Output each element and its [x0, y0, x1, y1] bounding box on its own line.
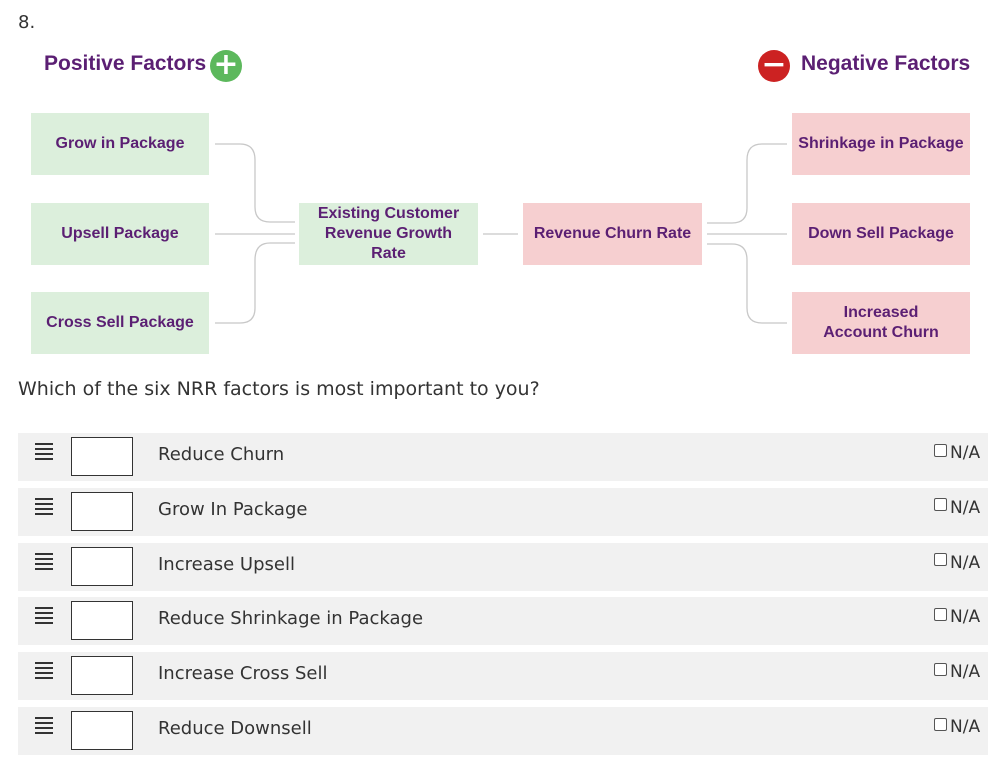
rank-select[interactable] — [71, 656, 133, 696]
ranking-row[interactable]: Increase Cross Sell N/A — [18, 652, 988, 701]
center-box-growth-rate: Existing Customer Revenue Growth Rate — [299, 203, 478, 265]
rank-select[interactable] — [71, 546, 133, 586]
ranking-item-label: Grow In Package — [158, 498, 308, 520]
connector-line — [215, 143, 295, 223]
question-text: Which of the six NRR factors is most imp… — [18, 378, 540, 400]
na-checkbox[interactable]: N/A — [934, 553, 980, 573]
ranking-item-label: Reduce Shrinkage in Package — [158, 608, 424, 630]
drag-handle-icon[interactable] — [35, 607, 53, 627]
drag-handle-icon[interactable] — [35, 662, 53, 682]
ranking-item-label: Reduce Downsell — [158, 718, 312, 739]
connector-line — [707, 243, 787, 324]
na-label: N/A — [950, 717, 981, 737]
drag-handle-icon[interactable] — [35, 552, 53, 573]
checkbox[interactable] — [934, 553, 947, 567]
ranking-row[interactable]: Reduce Churn N/A — [18, 433, 988, 481]
factor-box-account-churn: Increased Account Churn — [792, 292, 970, 354]
ranking-item-label: Increase Cross Sell — [158, 663, 328, 685]
factor-box-down-sell: Down Sell Package — [792, 203, 970, 265]
checkbox[interactable] — [934, 717, 947, 731]
na-label: N/A — [950, 552, 981, 573]
ranking-item-label: Reduce Churn — [158, 444, 285, 465]
factor-box-grow-in-package: Grow in Package — [31, 113, 209, 175]
na-label: N/A — [950, 607, 981, 628]
positive-factors-title: Positive Factors — [44, 52, 207, 75]
rank-select[interactable] — [71, 491, 133, 531]
na-label: N/A — [950, 497, 981, 518]
ranking-row[interactable]: Grow In Package N/A — [18, 487, 988, 536]
factor-box-cross-sell-package: Cross Sell Package — [31, 292, 209, 354]
center-box-churn-rate: Revenue Churn Rate — [523, 203, 702, 265]
drag-handle-icon[interactable] — [35, 717, 53, 737]
rank-select[interactable] — [71, 437, 133, 476]
na-checkbox[interactable]: N/A — [934, 662, 980, 682]
checkbox[interactable] — [934, 662, 947, 676]
na-checkbox[interactable]: N/A — [934, 498, 980, 518]
drag-handle-icon[interactable] — [35, 443, 53, 463]
connector-line — [215, 242, 295, 324]
connector-line — [707, 143, 787, 224]
checkbox[interactable] — [934, 443, 947, 457]
na-label: N/A — [950, 443, 981, 463]
ranking-row[interactable]: Reduce Downsell N/A — [18, 707, 988, 755]
factor-box-upsell-package: Upsell Package — [31, 203, 209, 265]
na-label: N/A — [950, 662, 981, 683]
checkbox[interactable] — [934, 607, 947, 621]
rank-select[interactable] — [71, 601, 133, 641]
ranking-item-label: Increase Upsell — [158, 553, 295, 575]
na-checkbox[interactable]: N/A — [934, 443, 980, 463]
na-checkbox[interactable]: N/A — [934, 607, 980, 627]
plus-circle-icon: + — [210, 50, 242, 82]
negative-factors-title: Negative Factors — [801, 52, 971, 75]
drag-handle-icon[interactable] — [35, 497, 53, 518]
checkbox[interactable] — [934, 498, 947, 512]
question-number: 8. — [18, 12, 36, 33]
minus-circle-icon: − — [758, 50, 790, 82]
ranking-row[interactable]: Increase Upsell N/A — [18, 542, 988, 591]
diagram-connectors — [215, 143, 787, 324]
ranking-row[interactable]: Reduce Shrinkage in Package N/A — [18, 597, 988, 646]
na-checkbox[interactable]: N/A — [934, 717, 980, 737]
rank-select[interactable] — [71, 711, 133, 750]
factor-box-shrinkage: Shrinkage in Package — [792, 113, 970, 175]
